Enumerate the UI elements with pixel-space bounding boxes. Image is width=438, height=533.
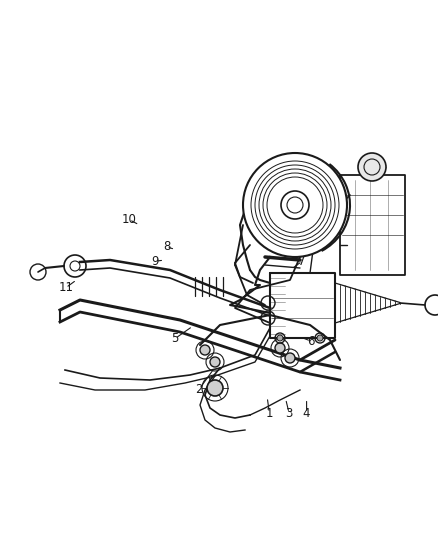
Text: 2: 2 [195,383,203,395]
Circle shape [207,380,223,396]
Text: 4: 4 [303,407,311,419]
Circle shape [285,353,295,363]
Text: 9: 9 [152,255,159,268]
Text: 3: 3 [286,407,293,419]
Text: 11: 11 [58,281,73,294]
Text: 1: 1 [265,407,273,419]
Circle shape [358,153,386,181]
Text: 5: 5 [172,332,179,345]
Circle shape [243,153,347,257]
Circle shape [275,343,285,353]
Text: 10: 10 [122,213,137,226]
Text: 6: 6 [307,335,315,348]
Circle shape [277,335,283,341]
Circle shape [210,357,220,367]
Circle shape [317,335,323,341]
Circle shape [200,345,210,355]
Text: 8: 8 [163,240,170,253]
Text: 7: 7 [298,255,306,268]
